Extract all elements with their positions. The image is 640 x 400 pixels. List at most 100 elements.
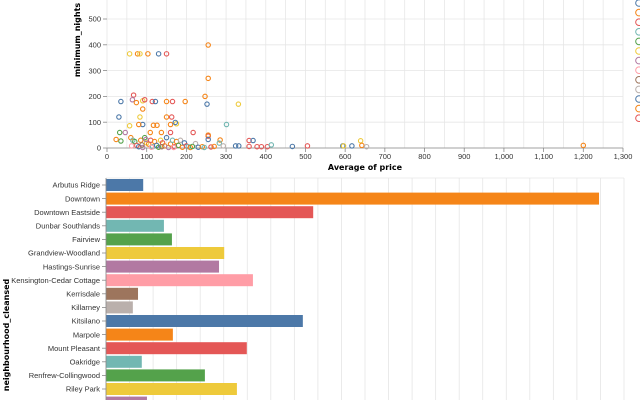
scatter-point (128, 143, 135, 149)
scatter-point (155, 51, 162, 57)
scatter-point (141, 97, 148, 103)
legend-symbol (635, 66, 640, 74)
legend-symbol (635, 47, 640, 55)
scatter-point (268, 142, 275, 148)
bar-category-label: Downtown Eastside (34, 208, 100, 217)
bar (106, 179, 144, 191)
scatter-point (363, 143, 370, 150)
scatter-point (139, 142, 145, 148)
scatter-point (211, 143, 217, 150)
legend[interactable] (635, 0, 640, 122)
y-tick-label: 500 (88, 15, 101, 24)
x-tick-label: 100 (140, 152, 153, 161)
scatter-point (139, 144, 146, 151)
scatter-point (258, 143, 265, 150)
x-tick-label: 1,300 (614, 152, 633, 161)
scatter-point (205, 42, 211, 48)
scatter-point (357, 138, 364, 144)
x-tick-label: 0 (105, 152, 109, 161)
y-axis-title: minimum_nights (73, 3, 82, 78)
x-tick-label: 1,100 (534, 152, 553, 161)
legend-symbol (635, 85, 640, 94)
bar-category-label: Killarney (71, 303, 100, 312)
legend-symbol (635, 104, 640, 113)
scatter-point (167, 129, 174, 136)
scatter-point (205, 136, 211, 143)
x-tick-label: 400 (260, 152, 273, 161)
scatter-point (359, 142, 365, 149)
scatter-point (118, 138, 124, 144)
x-tick-label: 700 (379, 152, 392, 161)
legend-symbol (635, 37, 640, 46)
scatter-point (236, 143, 242, 149)
bar (106, 315, 303, 327)
bar-category-label: Kerrisdale (66, 290, 100, 299)
legend-symbol (635, 0, 640, 7)
scatter-point (235, 101, 242, 107)
x-tick-label: 1,000 (495, 152, 514, 161)
scatter-point (150, 122, 157, 129)
bar-category-label: Arbutus Ridge (52, 181, 100, 190)
scatter-point (304, 143, 311, 149)
scatter-point (201, 144, 207, 151)
scatter-point (136, 121, 142, 128)
legend-symbol (635, 76, 640, 84)
bar-category-label: Kitsilano (72, 317, 100, 326)
scatter-point (145, 51, 151, 57)
scatter-point (216, 140, 223, 146)
scatter-point (137, 51, 143, 57)
scatter-point (205, 75, 211, 82)
bar-category-label: Marpole (73, 330, 100, 339)
scatter-point (204, 101, 210, 107)
scatter-point (232, 143, 239, 149)
bar (106, 355, 142, 368)
y-tick-label: 100 (88, 118, 101, 127)
x-tick-label: 900 (458, 152, 471, 161)
scatter-point (289, 143, 296, 150)
scatter-point (192, 140, 199, 147)
bar-category-label: Renfrew-Collingwood (29, 371, 100, 380)
scatter-point (113, 136, 119, 143)
scatter-point (137, 114, 143, 120)
bar (106, 219, 164, 232)
x-tick-label: 200 (180, 152, 193, 161)
scatter-point (250, 137, 256, 144)
bar (106, 260, 220, 273)
bar-category-label: Hastings-Sunrise (43, 262, 100, 271)
bar-category-label: Fairview (72, 235, 101, 244)
x-tick-label: 1,200 (574, 152, 593, 161)
scatter-point (177, 137, 184, 144)
scatter-point (155, 144, 162, 150)
bar-y-axis-title: neighbourhood_cleansed (2, 278, 11, 391)
scatter-point (133, 99, 140, 106)
legend-symbol (635, 114, 640, 122)
bar (106, 247, 225, 259)
legend-symbol (635, 56, 640, 65)
x-tick-label: 600 (339, 152, 352, 161)
bar (106, 206, 314, 219)
scatter-point (147, 129, 154, 136)
bar (106, 274, 253, 287)
bar-category-label: Dunbar Southlands (36, 222, 100, 231)
legend-symbol (635, 8, 640, 17)
scatter-point (126, 51, 133, 57)
scatter-point (139, 106, 146, 112)
scatter-point (349, 143, 355, 149)
bar (106, 192, 600, 205)
bar-category-label: Grandview-Woodland (28, 249, 100, 258)
scatter-point (340, 143, 347, 149)
scatter-point (580, 142, 587, 149)
scatter-point (190, 129, 196, 136)
scatter-point (143, 136, 149, 143)
scatter-point (202, 93, 208, 100)
bar-category-label: Oakridge (70, 358, 100, 367)
y-tick-label: 200 (88, 92, 101, 101)
scatter-point (167, 121, 174, 128)
x-tick-label: 300 (220, 152, 233, 161)
y-tick-label: 0 (97, 144, 101, 153)
scatter-point (154, 122, 160, 129)
legend-symbol (635, 95, 640, 103)
bar (106, 328, 173, 341)
scatter-point (118, 98, 124, 105)
